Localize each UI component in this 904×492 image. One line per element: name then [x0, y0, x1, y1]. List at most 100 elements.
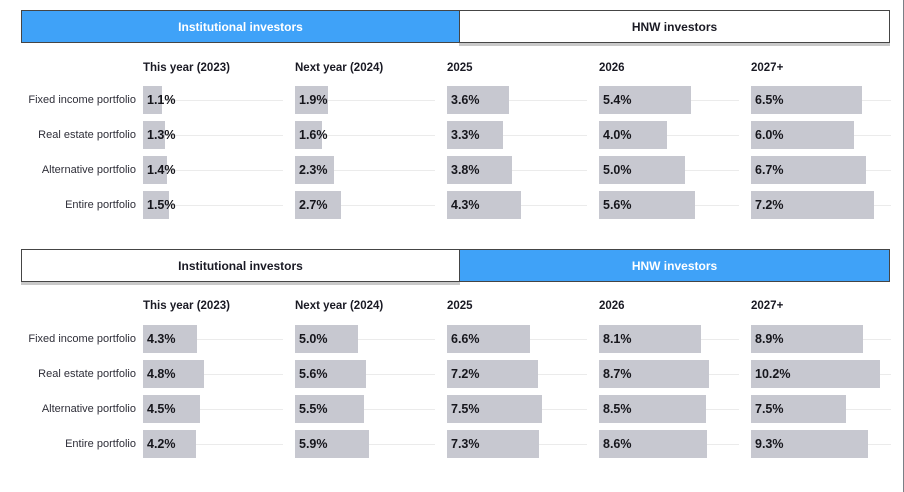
- bar-value-label: 4.3%: [451, 198, 480, 212]
- gridline-track: [295, 170, 435, 171]
- bar-value-label: 5.0%: [603, 163, 632, 177]
- gridline-track: [295, 409, 435, 410]
- gridline-track: [143, 339, 283, 340]
- bar-value-label: 4.2%: [147, 437, 176, 451]
- bar-value-label: 10.2%: [755, 367, 791, 381]
- bar-cell: 5.9%: [295, 430, 447, 458]
- tab-institutional-investors[interactable]: Institutional investors: [21, 250, 460, 285]
- value-bar: [599, 360, 709, 388]
- bar-value-label: 3.3%: [451, 128, 480, 142]
- value-bar: [751, 86, 863, 114]
- column-header-2026: 2026: [599, 62, 625, 74]
- bar-cell: 5.0%: [599, 156, 751, 184]
- tab-label: HNW investors: [631, 258, 718, 273]
- tab-hnw-investors[interactable]: HNW investors: [459, 11, 890, 46]
- value-bar: [751, 191, 875, 219]
- bar-cell: 4.8%: [143, 360, 295, 388]
- bar-value-label: 4.3%: [147, 332, 176, 346]
- bar-value-label: 1.1%: [147, 93, 176, 107]
- gridline-track: [295, 100, 435, 101]
- row-label: Real estate portfolio: [38, 129, 136, 141]
- column-header-2025: 2025: [447, 300, 473, 312]
- bar-value-label: 5.6%: [299, 367, 328, 381]
- value-bar: [295, 156, 335, 184]
- bar-cell: 6.0%: [751, 121, 903, 149]
- bar-value-label: 8.7%: [603, 367, 632, 381]
- tab-label: HNW investors: [631, 19, 718, 34]
- bar-cell: 5.6%: [599, 191, 751, 219]
- value-bar: [295, 191, 342, 219]
- bar-cell: 7.5%: [751, 395, 903, 423]
- bar-cell: 1.5%: [143, 191, 295, 219]
- bar-cell: 6.7%: [751, 156, 903, 184]
- column-header-2026: 2026: [599, 300, 625, 312]
- table-row-real-estate-portfolio: Real estate portfolio 4.8% 5.6% 7.2% 8.7% 10.…: [0, 360, 904, 388]
- bar-cell: 5.5%: [295, 395, 447, 423]
- value-bar: [295, 360, 366, 388]
- gridline-track: [143, 374, 283, 375]
- table-row-real-estate-portfolio: Real estate portfolio 1.3% 1.6% 3.3% 4.0% 6.0…: [0, 121, 904, 149]
- gridline-track: [447, 170, 587, 171]
- bar-value-label: 1.5%: [147, 198, 176, 212]
- bar-value-label: 9.3%: [755, 437, 784, 451]
- value-bar: [599, 121, 668, 149]
- table-row-entire-portfolio: Entire portfolio 4.2% 5.9% 7.3% 8.6% 9.3%: [0, 430, 904, 458]
- value-bar: [447, 121, 504, 149]
- tab-label: Institutional investors: [178, 19, 303, 34]
- tab-hnw-investors[interactable]: HNW investors: [459, 250, 889, 281]
- bar-cell: 8.5%: [599, 395, 751, 423]
- value-bar: [143, 395, 200, 423]
- bar-value-label: 1.4%: [147, 163, 176, 177]
- value-bar: [295, 121, 323, 149]
- gridline-track: [143, 205, 283, 206]
- value-bar: [295, 86, 328, 114]
- value-bar: [751, 360, 880, 388]
- gridline-track: [599, 135, 739, 136]
- value-bar: [447, 430, 539, 458]
- column-header-2027: 2027+: [751, 300, 784, 312]
- bar-cell: 4.2%: [143, 430, 295, 458]
- bar-cell: 8.7%: [599, 360, 751, 388]
- bar-cell: 1.1%: [143, 86, 295, 114]
- bar-cell: 1.6%: [295, 121, 447, 149]
- gridline-track: [143, 100, 283, 101]
- column-header-this-year-2023: This year (2023): [143, 62, 230, 74]
- value-bar: [143, 121, 166, 149]
- investor-type-tabbar: Institutional investors HNW investors: [21, 10, 890, 46]
- bar-cell: 2.3%: [295, 156, 447, 184]
- bar-cell: 8.6%: [599, 430, 751, 458]
- value-bar: [751, 395, 846, 423]
- bar-value-label: 8.9%: [755, 332, 784, 346]
- value-bar: [143, 360, 204, 388]
- bar-value-label: 6.0%: [755, 128, 784, 142]
- bar-cell: 3.8%: [447, 156, 599, 184]
- tab-institutional-investors[interactable]: Institutional investors: [22, 11, 459, 42]
- bar-cell: 1.3%: [143, 121, 295, 149]
- value-bar: [599, 191, 695, 219]
- bar-value-label: 1.3%: [147, 128, 176, 142]
- value-bar: [447, 325, 531, 353]
- bar-value-label: 5.4%: [603, 93, 632, 107]
- bar-value-label: 4.0%: [603, 128, 632, 142]
- bar-value-label: 6.5%: [755, 93, 784, 107]
- gridline-track: [447, 100, 587, 101]
- value-bar: [599, 86, 692, 114]
- column-header-next-year-2024: Next year (2024): [295, 300, 384, 312]
- row-label: Entire portfolio: [65, 199, 136, 211]
- value-bar: [295, 395, 365, 423]
- value-bar: [295, 430, 370, 458]
- bar-cell: 7.2%: [751, 191, 903, 219]
- row-label: Alternative portfolio: [41, 164, 136, 176]
- bar-value-label: 3.8%: [451, 163, 480, 177]
- tab-label: Institutional investors: [178, 258, 303, 273]
- gridline-track: [295, 135, 435, 136]
- gridline-track: [143, 409, 283, 410]
- gridline-track: [447, 135, 587, 136]
- bar-value-label: 7.5%: [451, 402, 480, 416]
- hnw-investors-panel: Institutional investors HNW investors This…: [0, 249, 904, 465]
- bar-cell: 3.6%: [447, 86, 599, 114]
- gridline-track: [295, 339, 435, 340]
- bar-value-label: 2.3%: [299, 163, 328, 177]
- bar-value-label: 7.3%: [451, 437, 480, 451]
- bar-value-label: 8.1%: [603, 332, 632, 346]
